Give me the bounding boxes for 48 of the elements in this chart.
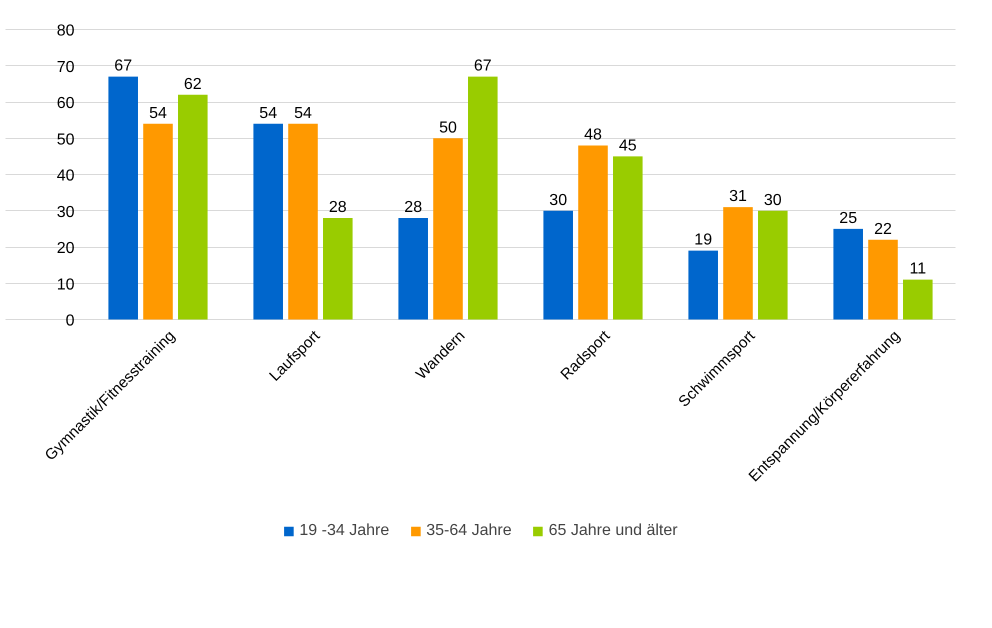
bar: [253, 124, 283, 320]
bar: [288, 124, 318, 320]
bar: [758, 210, 788, 320]
bar: [833, 228, 863, 320]
legend-label: 35-64 Jahre: [426, 522, 512, 540]
data-label: 50: [439, 119, 457, 136]
y-tick-label: 10: [56, 276, 75, 294]
data-label: 54: [294, 104, 312, 122]
bar: [468, 76, 498, 320]
bar: [323, 218, 353, 320]
bar: [613, 156, 643, 320]
bar: [178, 94, 208, 320]
data-label: 25: [839, 210, 858, 227]
y-tick-label: 70: [56, 58, 75, 76]
data-label: 54: [259, 104, 278, 122]
data-label: 30: [549, 192, 568, 209]
y-tick-label: 50: [56, 131, 75, 148]
bar: [543, 210, 573, 320]
data-label: 19: [694, 232, 712, 249]
data-label: 28: [328, 199, 347, 216]
bar: [903, 280, 933, 320]
y-tick-label: 0: [66, 312, 75, 330]
bar: [723, 207, 753, 320]
data-label: 31: [729, 188, 747, 206]
data-label: 28: [404, 199, 422, 216]
data-label: 22: [874, 220, 892, 238]
y-tick-label: 20: [56, 240, 75, 257]
bar: [143, 124, 173, 320]
bar: [433, 138, 463, 320]
bar: [578, 146, 608, 320]
data-label: 30: [764, 192, 782, 209]
legend-label: 65 Jahre und älter: [548, 522, 678, 540]
data-label: 48: [584, 126, 602, 144]
y-tick-label: 30: [56, 204, 75, 221]
bar: [688, 250, 718, 320]
data-label: 62: [184, 76, 202, 93]
bar: [868, 240, 898, 320]
y-tick-label: 40: [56, 168, 75, 184]
data-label: 11: [909, 260, 926, 278]
y-tick-label: 80: [56, 22, 75, 40]
bar: [398, 218, 428, 320]
y-tick-label: 60: [56, 95, 75, 112]
data-label: 67: [114, 58, 132, 75]
data-label: 45: [618, 137, 637, 154]
legend-label: 19 -34 Jahre: [299, 522, 390, 540]
data-label: 54: [149, 104, 167, 122]
bar: [108, 76, 138, 320]
data-label: 67: [474, 58, 492, 75]
